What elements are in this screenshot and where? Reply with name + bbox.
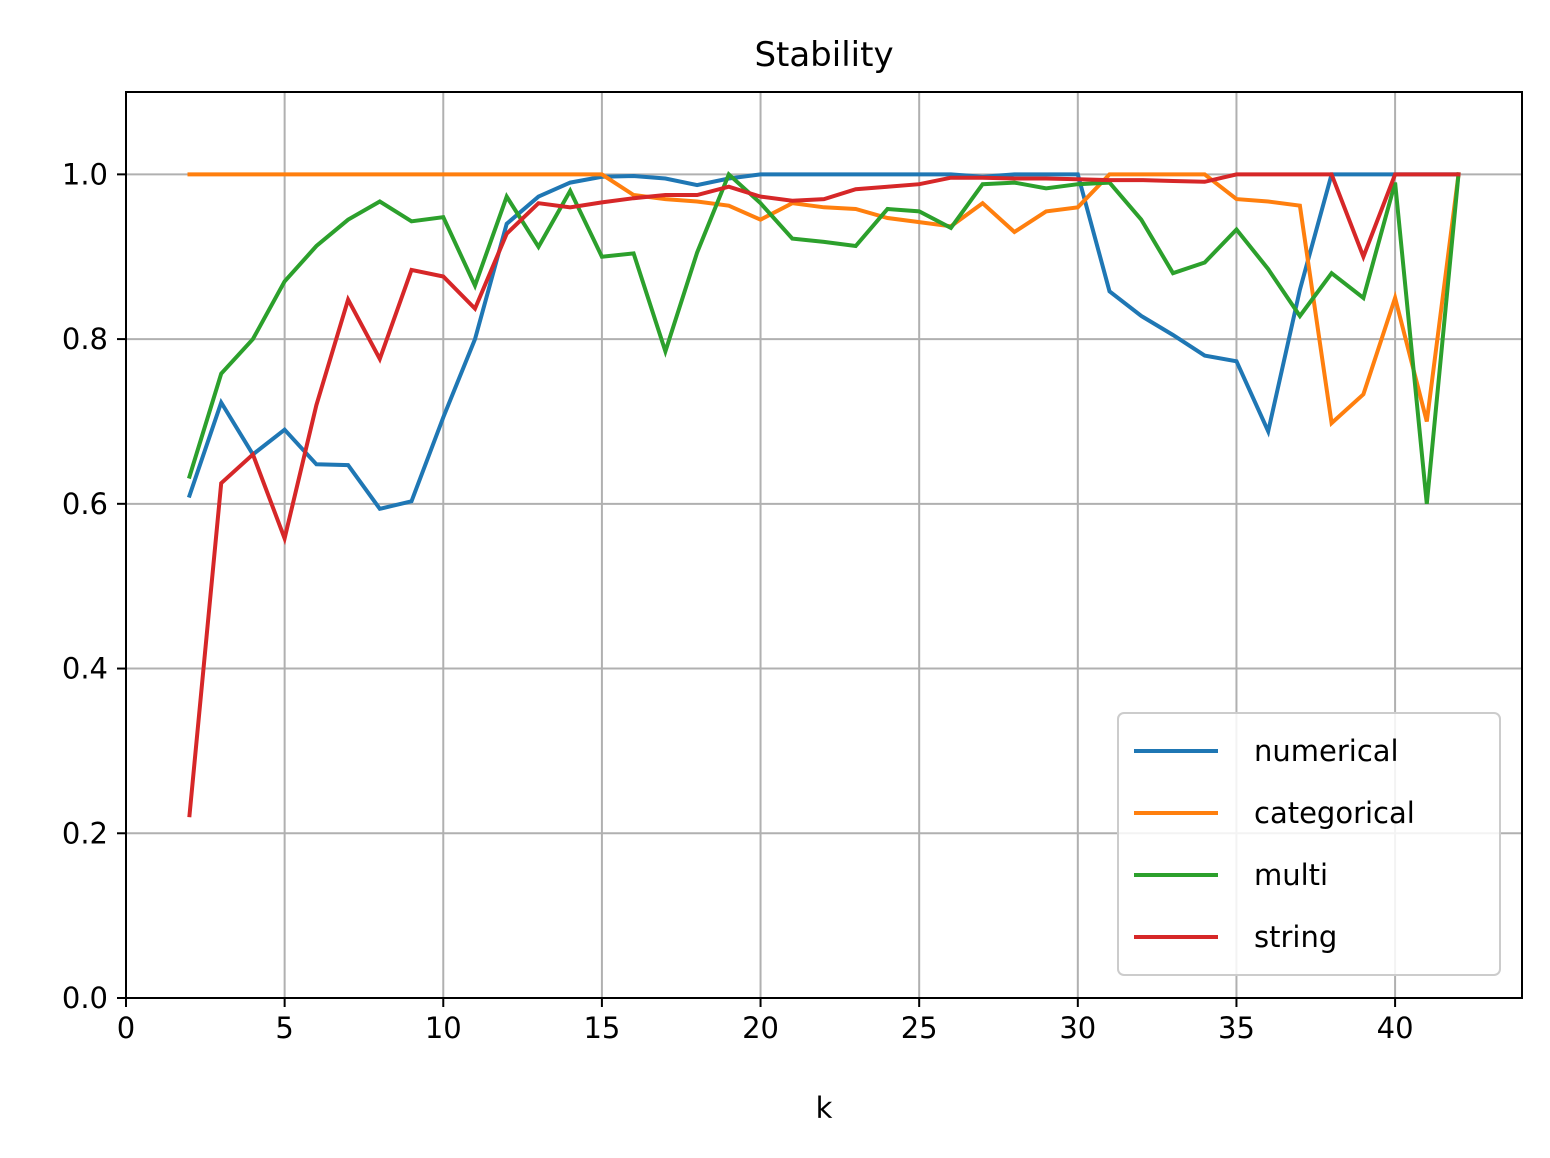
y-tick-label: 1.0 <box>62 157 108 191</box>
chart-title: Stability <box>754 35 893 75</box>
y-tick-label: 0.6 <box>62 487 108 521</box>
x-tick-label: 15 <box>583 1011 620 1045</box>
x-tick-label: 20 <box>742 1011 779 1045</box>
legend-label-numerical: numerical <box>1254 734 1399 768</box>
legend-label-string: string <box>1254 920 1337 954</box>
y-tick-label: 0.0 <box>62 981 108 1015</box>
x-tick-label: 35 <box>1218 1011 1255 1045</box>
x-tick-label: 5 <box>275 1011 293 1045</box>
y-tick-label: 0.8 <box>62 322 108 356</box>
x-tick-label: 30 <box>1059 1011 1096 1045</box>
x-axis-label: k <box>816 1091 833 1125</box>
y-tick-label: 0.2 <box>62 816 108 850</box>
legend-label-categorical: categorical <box>1254 796 1415 830</box>
x-tick-label: 40 <box>1377 1011 1414 1045</box>
y-tick-label: 0.4 <box>62 652 108 686</box>
series-line-string <box>187 172 1461 818</box>
legend-box <box>1117 712 1501 976</box>
series-line-categorical <box>187 172 1461 428</box>
legend: numerical categorical multi string <box>1117 712 1501 976</box>
x-tick-label: 0 <box>117 1011 135 1045</box>
plot-frame <box>125 91 1523 999</box>
x-tick-label: 25 <box>901 1011 938 1045</box>
series-line-multi <box>186 170 1461 504</box>
series-lines <box>186 170 1461 818</box>
x-tick-label: 10 <box>425 1011 462 1045</box>
series-line-numerical <box>186 172 1461 512</box>
axis-ticks: 0 5 10 15 20 25 30 35 40 0.0 0.2 0.4 0.6 0.8 1.0 <box>62 157 1414 1045</box>
legend-label-multi: multi <box>1254 858 1328 892</box>
